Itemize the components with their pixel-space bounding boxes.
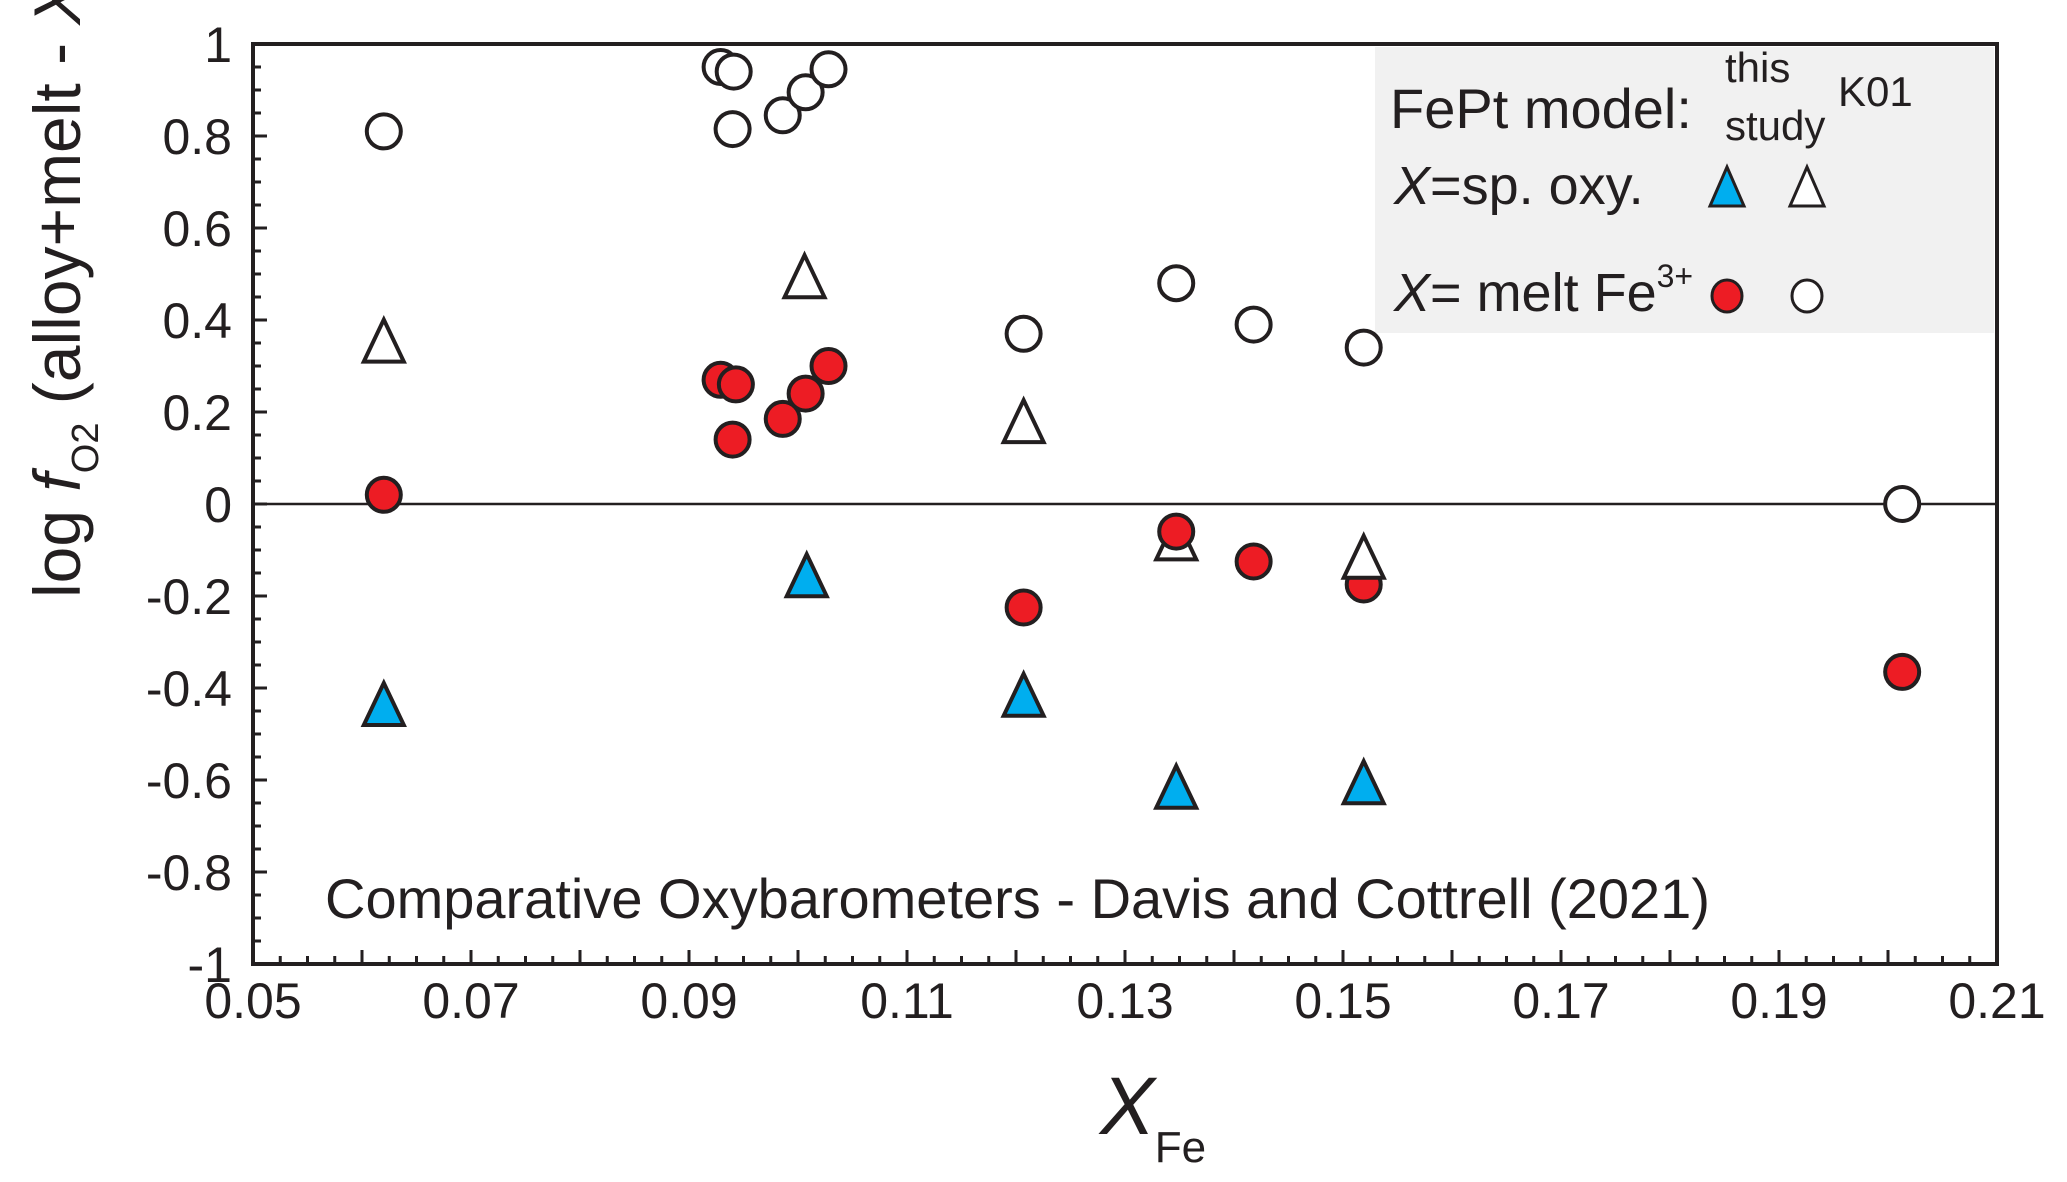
x-tick-label: 0.07 — [422, 973, 519, 1029]
data-point-circle — [786, 374, 825, 413]
data-point-circle — [1234, 305, 1273, 344]
chart-annotation: Comparative Oxybarometers - Davis and Co… — [325, 867, 1710, 930]
data-point-circle — [763, 399, 802, 438]
x-tick-labels: 0.05 0.07 0.09 0.11 0.13 0.15 0.17 0.19 0.21 — [204, 973, 2045, 1029]
data-point-circle — [1004, 588, 1043, 627]
y-axis-title-x: X — [20, 0, 94, 27]
data-point-circle — [1157, 264, 1196, 303]
data-point-circle — [716, 365, 755, 404]
x-axis-title: XFe — [1098, 1061, 1206, 1172]
legend-row-melt-x: X — [1392, 263, 1432, 323]
data-point-circle — [713, 110, 752, 149]
axis-ticks — [251, 42, 1999, 966]
y-tick-label: 0 — [204, 477, 232, 533]
data-point-circle — [1157, 512, 1196, 551]
data-point-circle — [786, 73, 825, 112]
data-point-circle — [1883, 652, 1922, 691]
y-tick-label: 0.6 — [162, 201, 232, 257]
legend-col1-line2: study — [1725, 102, 1825, 149]
data-point-circle — [1234, 542, 1273, 581]
data-point-triangle — [783, 549, 830, 599]
data-point-triangle — [1000, 395, 1047, 445]
y-axis-title-suffix: (alloy+melt - — [20, 25, 94, 423]
x-axis-title-main: X — [1098, 1061, 1158, 1152]
x-axis-title-sub: Fe — [1155, 1123, 1206, 1172]
legend-row-melt: X= melt Fe3+ — [1392, 258, 1693, 323]
data-point-circle — [364, 475, 403, 514]
legend-row-sp-oxy: X=sp. oxy. — [1392, 156, 1644, 216]
data-point-circle — [1883, 485, 1922, 523]
x-tick-label: 0.11 — [860, 973, 954, 1029]
legend-col2: K01 — [1838, 68, 1913, 115]
data-point-circle — [713, 420, 752, 459]
x-tick-label: 0.13 — [1076, 973, 1173, 1029]
data-point-triangle — [360, 314, 407, 364]
legend-marker-blue-triangle — [1707, 163, 1747, 208]
y-tick-label: -0.2 — [146, 569, 232, 625]
y-axis-title: log fO2 (alloy+melt - X) — [20, 0, 107, 598]
legend-row-sp-oxy-x: X — [1392, 156, 1432, 216]
y-tick-label: 0.2 — [162, 385, 232, 441]
data-markers — [360, 48, 1922, 810]
data-point-triangle — [1153, 761, 1200, 810]
y-tick-label: 0.4 — [162, 293, 232, 349]
y-tick-label: -1 — [188, 937, 232, 993]
x-tick-label: 0.09 — [640, 973, 737, 1029]
y-axis-title-prefix: log — [20, 492, 94, 598]
legend: FePt model: this study K01 X=sp. oxy. X=… — [1390, 44, 1913, 323]
legend-col1-line1: this — [1725, 44, 1790, 91]
data-point-circle — [763, 96, 802, 135]
data-point-triangle — [1340, 531, 1387, 580]
data-point-circle — [364, 112, 403, 151]
legend-header: FePt model: — [1390, 77, 1692, 140]
data-point-circle — [809, 50, 848, 89]
x-tick-label: 0.17 — [1512, 973, 1609, 1029]
data-point-triangle — [1000, 669, 1047, 718]
data-point-triangle — [1340, 756, 1387, 806]
legend-row-sp-oxy-text: =sp. oxy. — [1430, 156, 1644, 216]
data-point-circle — [714, 52, 753, 91]
x-tick-label: 0.21 — [1948, 973, 2045, 1029]
legend-marker-white-circle — [1790, 278, 1824, 314]
y-tick-label: -0.4 — [146, 661, 232, 717]
data-markers-top — [1340, 531, 1387, 580]
x-tick-label: 0.05 — [204, 973, 301, 1029]
data-point-triangle — [781, 250, 828, 300]
legend-row-melt-text: = melt Fe — [1430, 263, 1657, 323]
x-tick-label: 0.19 — [1730, 973, 1827, 1029]
data-point-circle — [1344, 328, 1383, 367]
y-tick-labels: 1 0.8 0.6 0.4 0.2 0 -0.2 -0.4 -0.6 -0.8 -1 — [146, 17, 232, 993]
legend-background — [1375, 47, 1994, 333]
x-tick-label: 0.15 — [1294, 973, 1391, 1029]
y-axis-title-sub: O2 — [65, 423, 107, 474]
y-tick-label: 0.8 — [162, 109, 232, 165]
legend-marker-white-triangle — [1787, 163, 1827, 208]
data-point-circle — [1004, 314, 1043, 353]
data-point-circle — [809, 347, 848, 385]
legend-row-melt-sup: 3+ — [1657, 258, 1693, 294]
legend-marker-red-circle — [1710, 278, 1744, 314]
y-tick-label: 1 — [204, 17, 232, 73]
y-tick-label: -0.6 — [146, 753, 232, 809]
data-point-triangle — [360, 678, 407, 727]
y-tick-label: -0.8 — [146, 845, 232, 901]
